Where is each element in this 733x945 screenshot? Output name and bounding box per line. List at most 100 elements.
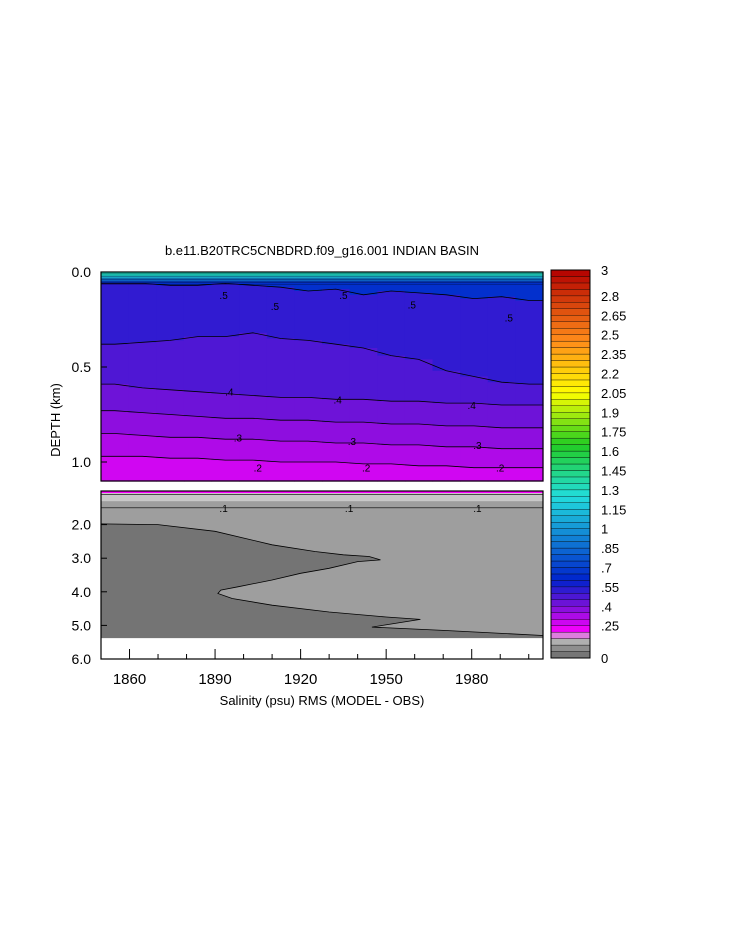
heatmap-cell — [239, 285, 268, 334]
heatmap-cell — [515, 281, 544, 302]
heatmap-cell — [183, 458, 213, 482]
heatmap-cell — [239, 439, 268, 461]
colorbar-band — [550, 606, 591, 613]
colorbar-band — [550, 489, 591, 497]
x-tick-label: 1920 — [284, 671, 317, 688]
colorbar-band — [550, 353, 591, 361]
heatmap-cell — [404, 278, 434, 283]
heatmap-cell — [349, 443, 378, 465]
heatmap-cell — [266, 397, 295, 421]
contour-line — [101, 282, 543, 301]
heatmap-cell — [294, 272, 323, 277]
colorbar-band — [550, 560, 591, 568]
heatmap-cell — [183, 285, 213, 338]
heatmap-cell — [156, 340, 185, 391]
upper-panel-heatmap — [101, 272, 544, 482]
heatmap-cell — [349, 275, 378, 280]
heatmap-cell — [404, 401, 434, 425]
upper-panel-frame — [100, 271, 544, 482]
x-tick-label: 1890 — [198, 671, 231, 688]
colorbar-tick-label: 2.8 — [601, 289, 619, 304]
heatmap-cell — [322, 278, 351, 283]
heatmap-cell — [128, 456, 157, 482]
colorbar-band — [550, 522, 591, 529]
heatmap-cell — [404, 281, 434, 294]
heatmap-cell — [266, 278, 295, 283]
colorbar-tick-label: 2.05 — [601, 386, 626, 401]
heatmap-cell — [377, 401, 406, 425]
colorbar-band — [550, 321, 591, 329]
heatmap-cell — [349, 294, 378, 349]
heatmap-cell — [266, 462, 295, 482]
heatmap-cell — [487, 427, 516, 450]
colorbar-band — [550, 418, 591, 426]
y-tick-label: 0.0 — [72, 264, 92, 280]
heatmap-cell — [101, 410, 130, 435]
heatmap-cell — [239, 395, 268, 419]
heatmap-cell — [211, 393, 240, 419]
heatmap-cell — [211, 283, 240, 338]
heatmap-cell — [432, 272, 461, 277]
heatmap-cell — [239, 460, 268, 482]
heatmap-cell — [183, 391, 213, 417]
heatmap-cell — [211, 336, 240, 395]
contour-label: .5 — [219, 291, 228, 302]
heatmap-cell — [404, 275, 434, 280]
contour-label: .1 — [473, 504, 482, 515]
heatmap-cell — [460, 376, 489, 404]
heatmap-cell — [294, 462, 323, 482]
heatmap-region — [101, 523, 543, 639]
heatmap-cell — [156, 437, 185, 459]
heatmap-cell — [487, 281, 516, 298]
heatmap-cell — [515, 384, 544, 406]
colorbar-band — [550, 547, 591, 555]
heatmap-cell — [128, 435, 157, 457]
heatmap-cell — [128, 387, 157, 414]
colorbar-band — [550, 386, 591, 394]
heatmap-cell — [294, 420, 323, 442]
y-tick-label: 5.0 — [72, 617, 92, 633]
panel-frames — [100, 271, 544, 660]
colorbar-tick-label: .7 — [601, 561, 612, 576]
heatmap-cell — [349, 463, 378, 482]
heatmap-cell — [460, 467, 489, 482]
colorbar-band — [550, 651, 591, 659]
heatmap-cell — [128, 412, 157, 436]
heatmap-cell — [349, 272, 378, 277]
colorbar-tick-label: .4 — [601, 599, 612, 614]
colorbar-band — [550, 282, 591, 290]
colorbar-band — [550, 399, 591, 406]
colorbar-tick-label: .85 — [601, 541, 619, 556]
heatmap-cell — [266, 275, 295, 280]
heatmap-cell — [183, 272, 213, 277]
heatmap-cell — [432, 275, 461, 280]
heatmap-cell — [460, 281, 489, 300]
heatmap-cell — [515, 278, 544, 283]
colorbar-band — [550, 366, 591, 374]
y-tick-label: 2.0 — [72, 517, 92, 533]
contour-label: .2 — [362, 464, 371, 475]
heatmap-cell — [515, 427, 544, 450]
heatmap-cell — [239, 281, 268, 286]
colorbar-band — [550, 586, 591, 594]
colorbar-band — [550, 308, 591, 316]
colorbar-band — [550, 379, 591, 387]
contour-label: .4 — [334, 395, 343, 406]
heatmap-cell — [101, 278, 130, 283]
heatmap-cell — [515, 275, 544, 280]
heatmap-cell — [460, 272, 489, 277]
heatmap-cell — [460, 298, 489, 378]
contour-line — [101, 383, 543, 406]
heatmap-cell — [322, 275, 351, 280]
heatmap-cell — [515, 467, 544, 482]
heatmap-cell — [266, 287, 295, 340]
heatmap-cell — [322, 462, 351, 482]
heatmap-cell — [183, 275, 213, 280]
y-tick-label: 4.0 — [72, 584, 92, 600]
heatmap-cell — [156, 275, 185, 280]
heatmap-cell — [211, 278, 240, 283]
heatmap-cell — [266, 281, 295, 288]
colorbar-band — [550, 625, 591, 633]
heatmap-cell — [404, 465, 434, 482]
heatmap-cell — [404, 272, 434, 277]
